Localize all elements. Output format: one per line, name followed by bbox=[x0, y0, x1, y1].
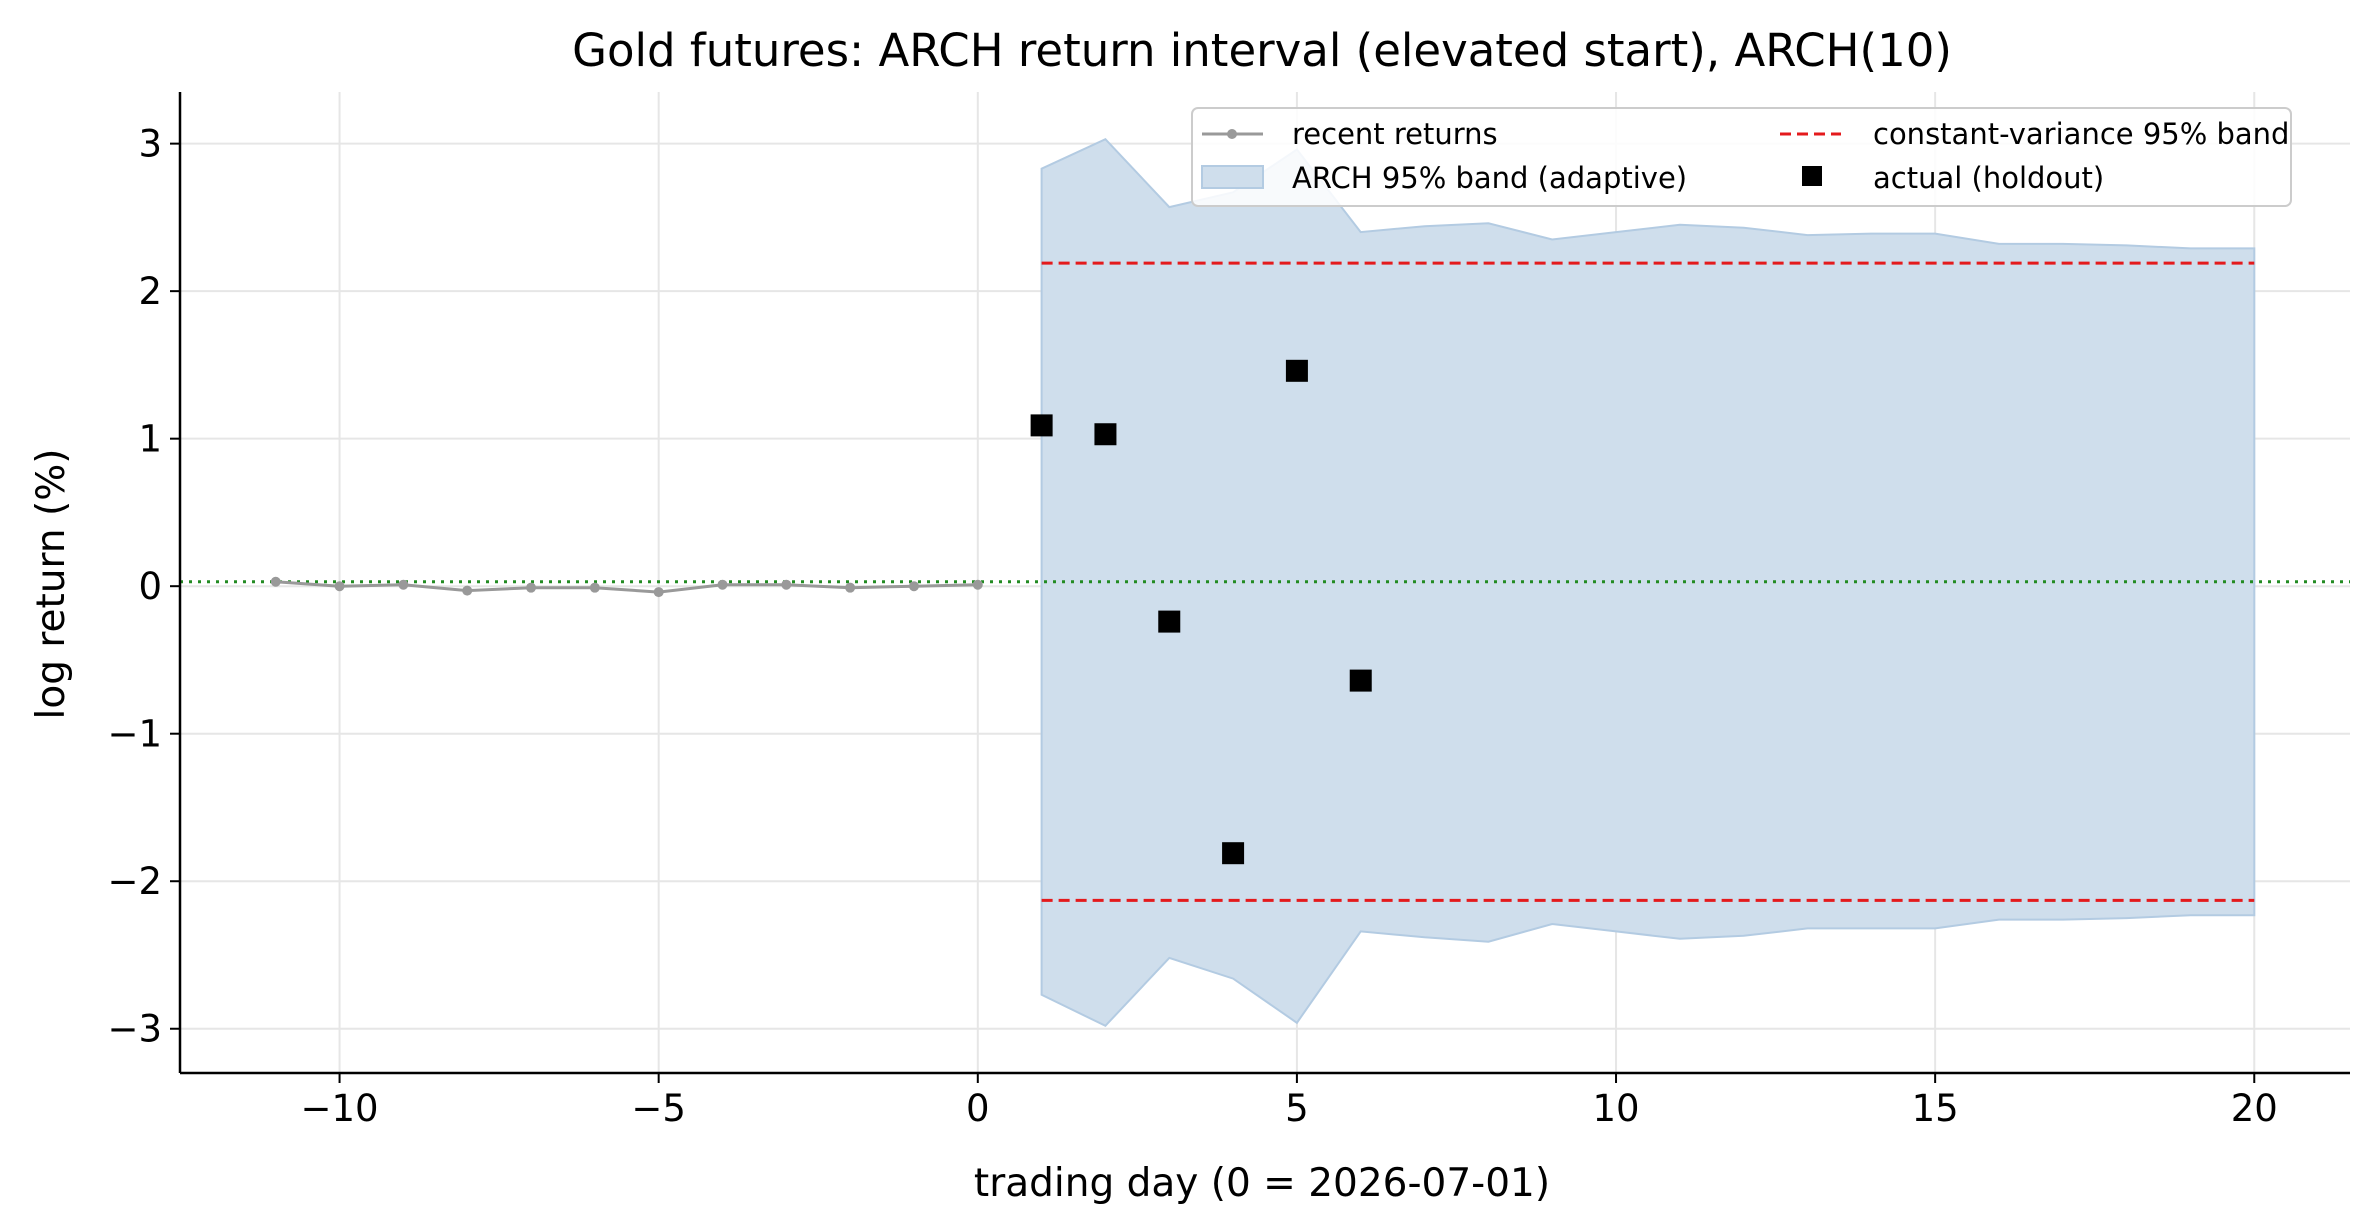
recent-return-point bbox=[972, 579, 983, 590]
recent-returns-line bbox=[275, 580, 978, 594]
x-tick-label: 15 bbox=[1912, 1087, 1959, 1130]
x-tick-label: 10 bbox=[1592, 1087, 1639, 1130]
recent-return-point bbox=[908, 581, 919, 592]
y-axis-label: log return (%) bbox=[29, 449, 74, 720]
chart-title: Gold futures: ARCH return interval (elev… bbox=[572, 24, 1952, 77]
recent-return-point bbox=[845, 582, 856, 593]
actual-holdout-point bbox=[1158, 610, 1181, 633]
actual-holdout-layer bbox=[1030, 359, 1372, 865]
actual-holdout-point bbox=[1094, 423, 1117, 446]
x-axis-label: trading day (0 = 2026-07-01) bbox=[974, 1161, 1550, 1206]
legend-recent-marker bbox=[1227, 129, 1237, 139]
recent-return-point bbox=[334, 581, 345, 592]
actual-holdout-point bbox=[1030, 414, 1053, 437]
x-tick-label: 0 bbox=[966, 1087, 990, 1130]
recent-return-point bbox=[589, 582, 600, 593]
actual-holdout-point bbox=[1222, 842, 1245, 865]
x-tick-label: −10 bbox=[301, 1087, 379, 1130]
y-tick-label: 0 bbox=[138, 565, 162, 608]
recent-return-point bbox=[462, 585, 473, 596]
legend-actual-label: actual (holdout) bbox=[1873, 161, 2104, 195]
recent-returns-layer bbox=[270, 576, 983, 598]
y-tick-label: −1 bbox=[107, 713, 162, 756]
y-tick-label: 2 bbox=[138, 270, 162, 313]
actual-holdout-point bbox=[1285, 359, 1308, 382]
x-tick-label: 20 bbox=[2231, 1087, 2278, 1130]
legend-band-label: ARCH 95% band (adaptive) bbox=[1292, 161, 1687, 195]
legend-frame bbox=[1191, 107, 2292, 207]
recent-return-point bbox=[526, 582, 537, 593]
y-tick-label: −3 bbox=[107, 1008, 162, 1051]
axes-layer bbox=[178, 92, 2350, 1075]
legend-recent-label: recent returns bbox=[1292, 117, 1498, 151]
y-tick-label: 1 bbox=[138, 418, 162, 461]
constant-band-layer bbox=[1041, 261, 2255, 902]
actual-holdout-point bbox=[1349, 669, 1372, 692]
recent-return-point bbox=[398, 579, 409, 590]
y-tick-label: 3 bbox=[138, 123, 162, 166]
recent-return-point bbox=[781, 579, 792, 590]
recent-return-point bbox=[270, 576, 281, 587]
legend-band-swatch bbox=[1201, 165, 1264, 189]
y-tick-label: −2 bbox=[107, 860, 162, 903]
x-tick-label: −5 bbox=[631, 1087, 686, 1130]
legend-constant-label: constant-variance 95% band bbox=[1873, 117, 2289, 151]
legend-actual-marker bbox=[1802, 166, 1822, 186]
recent-return-point bbox=[653, 587, 664, 598]
legend: recent returns ARCH 95% band (adaptive) … bbox=[1191, 107, 2292, 207]
recent-return-point bbox=[717, 579, 728, 590]
x-tick-label: 5 bbox=[1285, 1087, 1309, 1130]
